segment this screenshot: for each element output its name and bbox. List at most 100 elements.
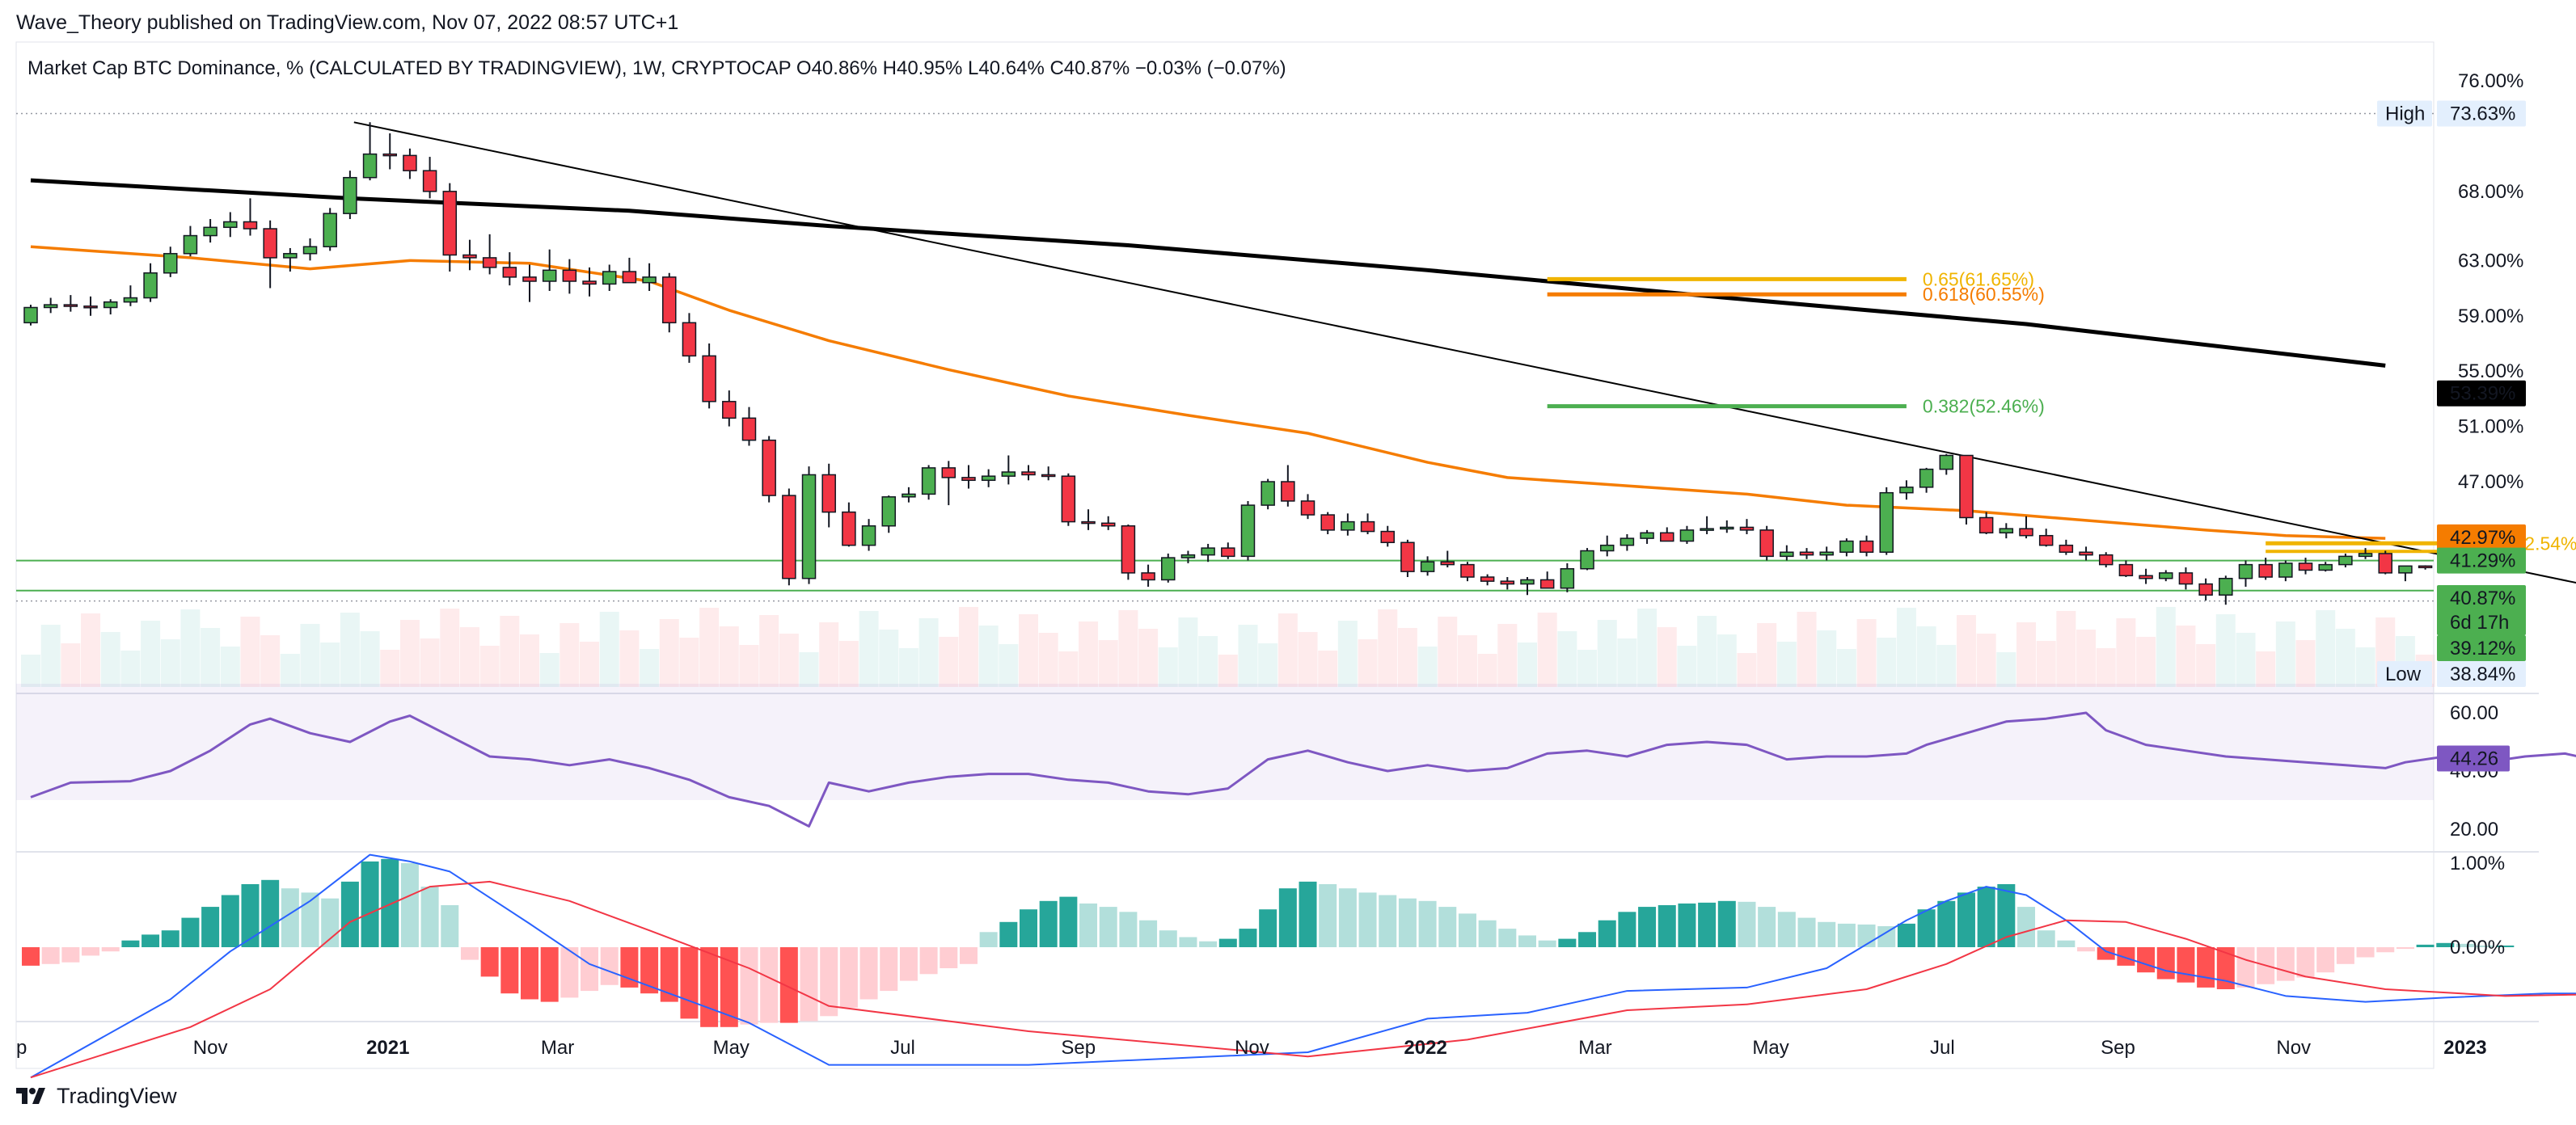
candle-body	[1021, 471, 1036, 476]
candle-body	[1620, 537, 1635, 546]
candle-body	[1899, 487, 1914, 494]
candle-body	[821, 474, 836, 513]
price-label-bg	[2437, 585, 2526, 635]
candle-body	[183, 234, 198, 255]
macd-histogram-bar	[381, 858, 399, 947]
candle-body	[1999, 528, 2014, 534]
volume-bar	[1776, 642, 1797, 687]
macd-histogram-bar	[1578, 932, 1597, 947]
macd-histogram-bar	[1518, 935, 1536, 947]
candle-body	[283, 253, 298, 259]
volume-bar	[1178, 617, 1198, 687]
macd-histogram-bar	[22, 947, 40, 966]
macd-histogram-bar	[959, 947, 978, 964]
volume-bar	[180, 609, 201, 687]
candle-body	[1759, 529, 1774, 558]
macd-histogram-bar	[1199, 941, 1218, 947]
candle-body	[762, 439, 776, 496]
volume-bar	[719, 626, 739, 687]
macd-histogram-bar	[1717, 900, 1736, 947]
macd-histogram-bar	[1039, 900, 1058, 947]
candle-body	[442, 191, 458, 256]
time-axis[interactable]: p Nov 2021 Mar May Jul Sep Nov 2022 Mar May Jul Sep N…	[16, 1037, 2576, 1059]
candle-body	[1520, 579, 1535, 585]
price-axis[interactable]: 76.00% 68.00% 63.00% 59.00% 55.00% 51.00% 47.0…	[2377, 70, 2526, 687]
volume-bar	[1936, 645, 1957, 687]
macd-histogram-bar	[1917, 909, 1936, 947]
volume-bar	[1717, 634, 1737, 687]
volume-bar	[1238, 625, 1258, 687]
macd-histogram-bar	[1558, 938, 1577, 947]
candle-body	[1539, 579, 1555, 589]
macd-histogram-bar	[420, 887, 439, 947]
candle-body	[362, 153, 378, 179]
price-tick-label: 47.00%	[2458, 471, 2523, 493]
candle-body	[502, 267, 517, 278]
candle-body	[1839, 540, 1854, 553]
macd-histogram-bar	[1358, 892, 1377, 947]
price-tick-label: 76.00%	[2458, 70, 2523, 92]
candle-body	[682, 322, 697, 357]
volume-bar	[619, 630, 640, 687]
macd-histogram-bar	[2177, 947, 2195, 983]
macd-histogram-bar	[2276, 947, 2295, 981]
candle-body	[302, 246, 318, 255]
volume-bar	[739, 645, 759, 687]
macd-histogram-bar	[1678, 903, 1696, 947]
volume-bar	[440, 609, 460, 687]
macd-histogram-bar	[859, 947, 878, 1000]
volume-bar	[779, 634, 799, 687]
macd-histogram-bar	[1598, 920, 1616, 947]
macd-signal-line	[30, 880, 2576, 1079]
macd-histogram-bar	[839, 947, 858, 1008]
volume-bar	[1417, 647, 1438, 687]
volume-bar	[380, 650, 400, 687]
macd-histogram-bar	[460, 947, 479, 960]
candle-body	[403, 154, 417, 171]
candle-body	[1281, 481, 1295, 502]
candle-body	[2159, 572, 2173, 579]
candle-body	[1780, 551, 1794, 558]
volume-bar	[399, 620, 420, 687]
candle-body	[842, 511, 856, 546]
macd-histogram-bar	[1997, 884, 2016, 947]
candle-body	[1700, 528, 1714, 531]
volume-bar	[1996, 652, 2016, 687]
candle-body	[1041, 474, 1056, 478]
candle-body	[43, 304, 58, 309]
candle-body	[622, 271, 637, 284]
time-tick-label: 2021	[366, 1037, 409, 1059]
macd-histogram-bar	[1239, 929, 1257, 947]
macd-histogram-bar	[1498, 929, 1517, 947]
time-tick-label: 2022	[1404, 1037, 1446, 1059]
macd-histogram-bar	[1079, 903, 1098, 947]
candle-body	[2118, 563, 2134, 577]
time-tick-label: Mar	[541, 1037, 574, 1059]
macd-histogram-bar	[480, 947, 499, 977]
price-label: 42.97%	[2450, 527, 2515, 549]
macd-histogram-bar	[2336, 947, 2354, 964]
rsi-band	[16, 684, 2434, 800]
footer-brand[interactable]: TradingView	[16, 1080, 177, 1112]
macd-histogram-bar	[2156, 947, 2175, 980]
volume-area	[21, 607, 2435, 687]
candle-body	[1201, 547, 1215, 556]
time-tick-label: Sep	[1061, 1037, 1096, 1059]
volume-bar	[1557, 631, 1577, 687]
volume-bar	[2295, 640, 2316, 687]
macd-histogram-bar	[1538, 940, 1556, 947]
candle-body	[1460, 563, 1475, 578]
macd-histogram-bar	[1020, 909, 1037, 947]
candle-body	[582, 280, 597, 285]
time-tick-label: Nov	[1235, 1037, 1269, 1059]
macd-histogram-bar	[2416, 944, 2435, 947]
macd-histogram-bar	[919, 947, 938, 975]
macd-histogram-bar	[1937, 900, 1956, 947]
macd-histogram-bar	[2376, 947, 2395, 953]
macd-histogram-bar	[2456, 943, 2474, 947]
volume-bar	[819, 622, 839, 687]
macd-histogram-bar	[540, 947, 559, 1002]
price-label-bg	[2437, 100, 2526, 127]
volume-bar	[879, 630, 899, 687]
